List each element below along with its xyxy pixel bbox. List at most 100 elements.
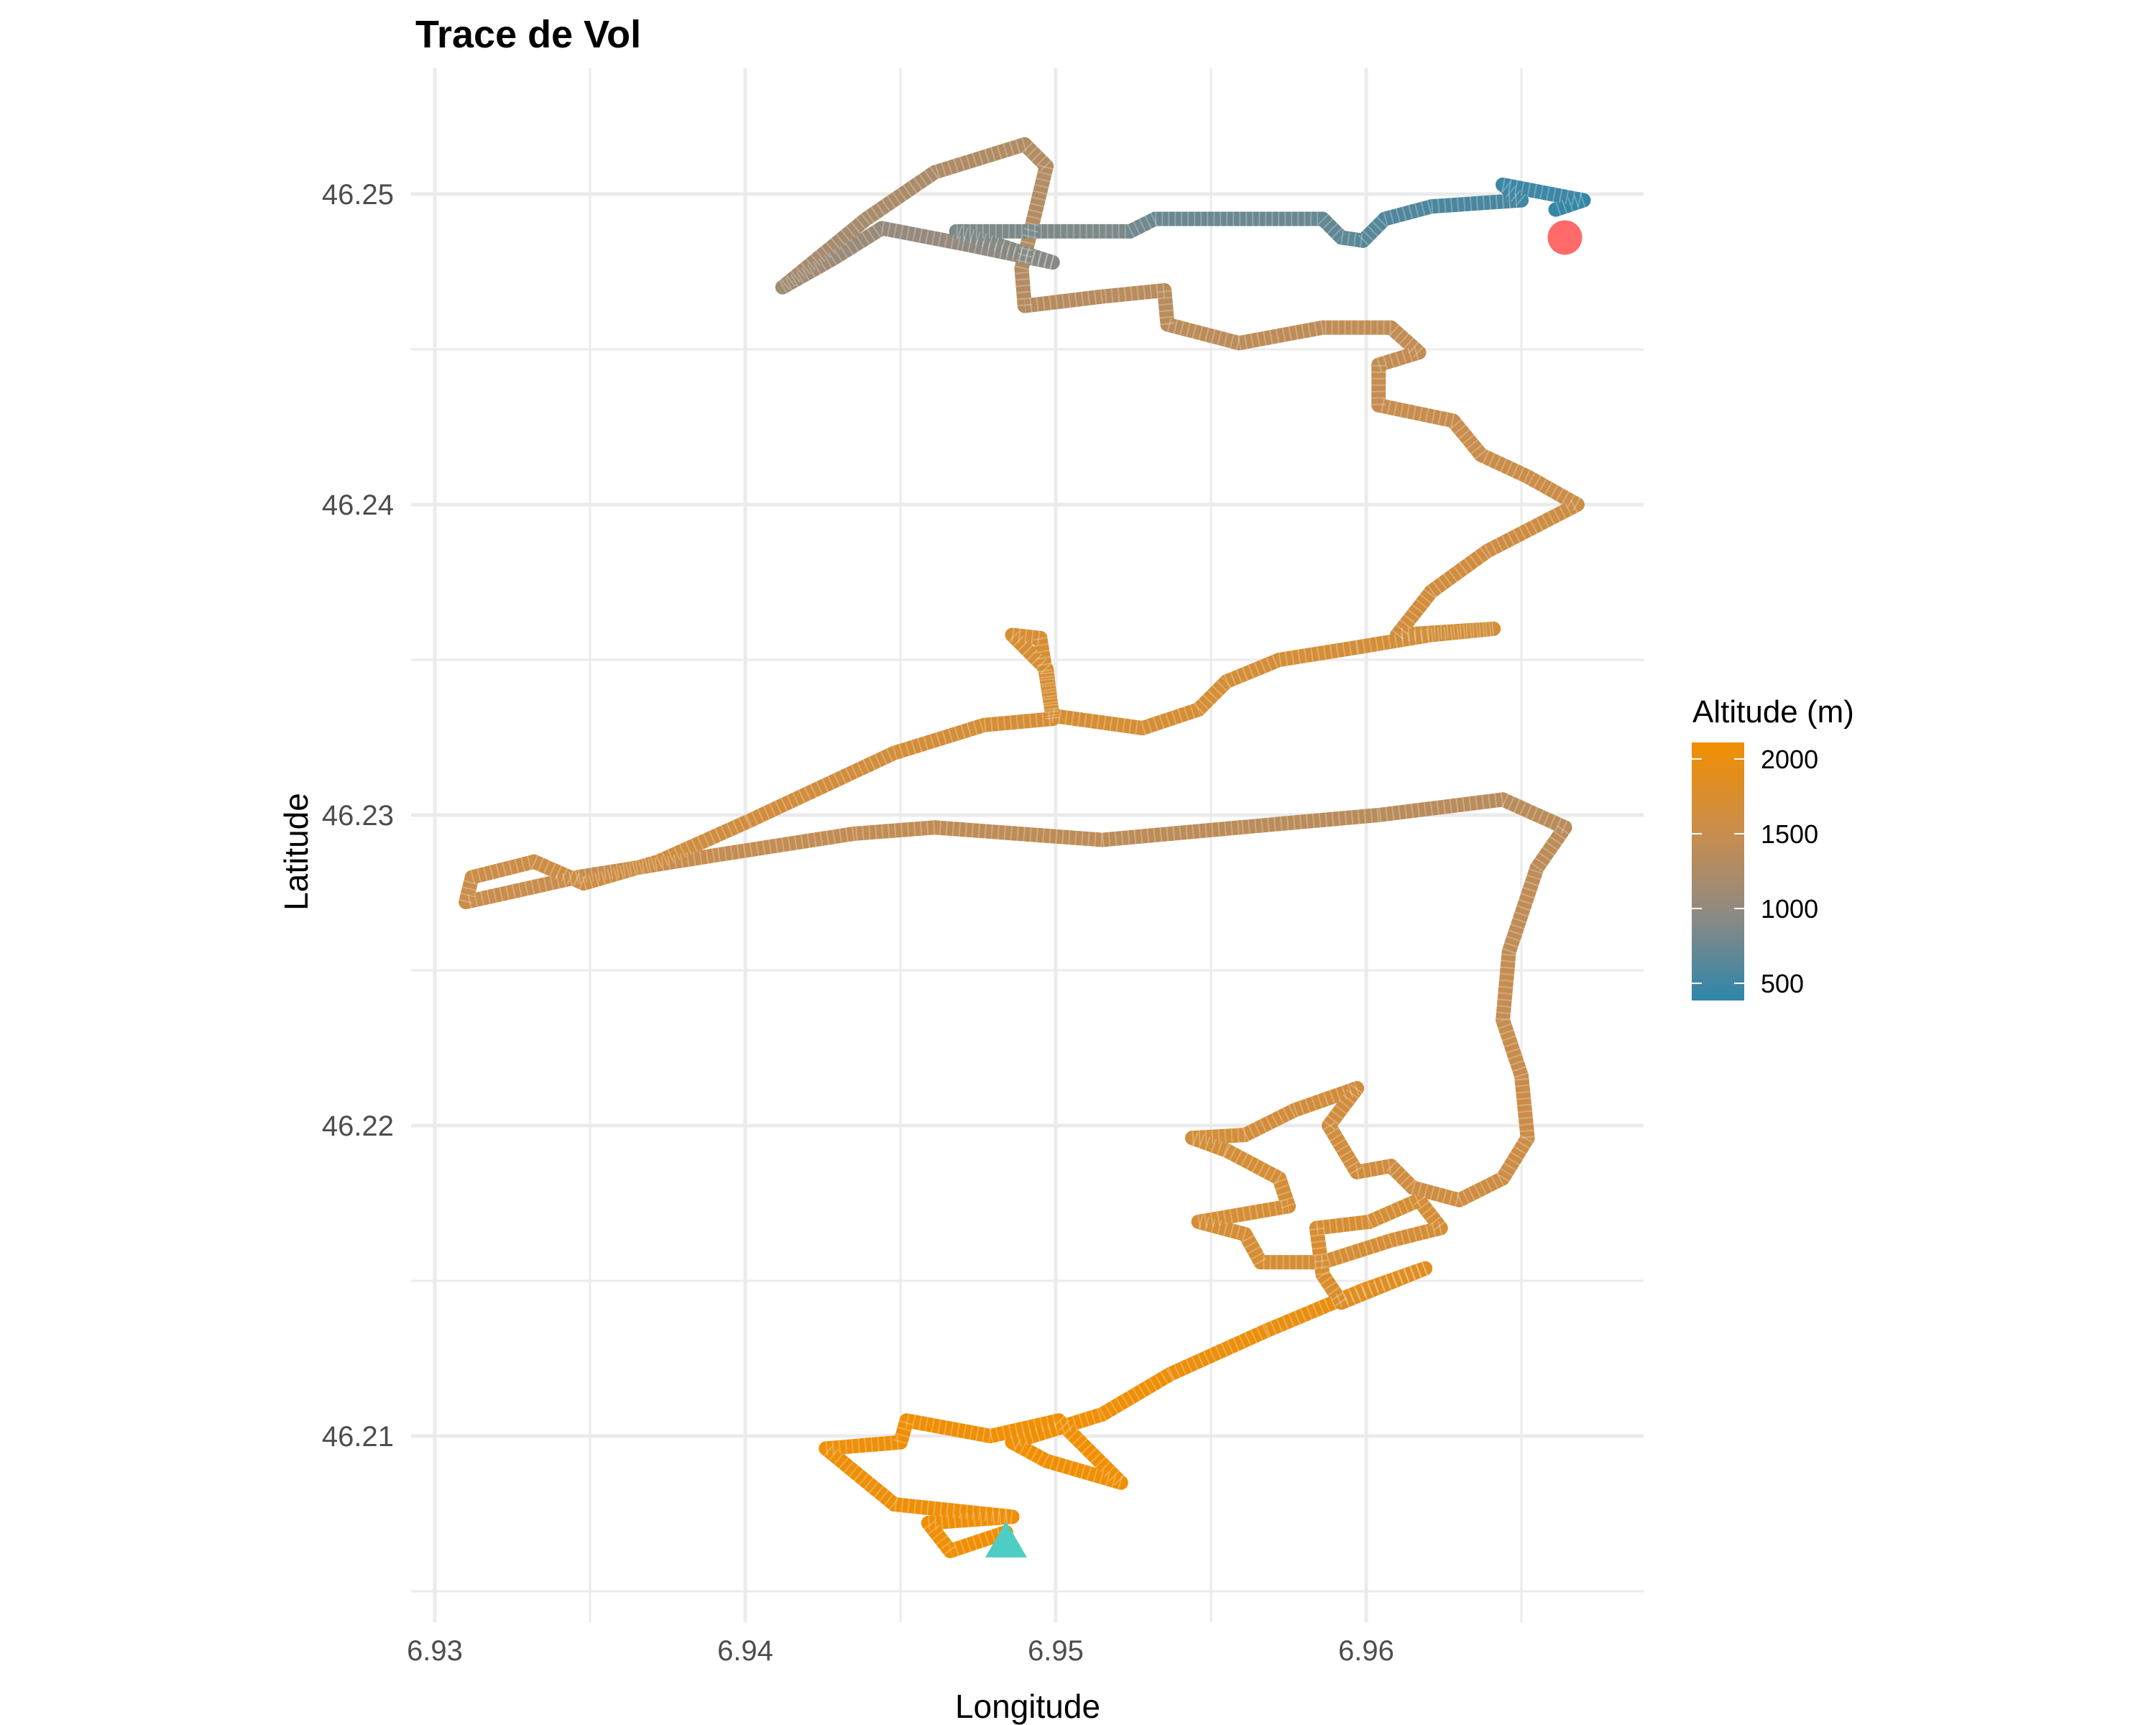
track-texture: [1101, 282, 1166, 304]
track-texture: [1514, 1075, 1535, 1139]
y-tick-label: 46.25: [322, 179, 394, 211]
y-axis-title: Latitude: [277, 793, 315, 911]
track-texture: [989, 1413, 1061, 1443]
track-segment: [1231, 320, 1330, 351]
track-segment: [1315, 1233, 1399, 1270]
track-texture: [1378, 792, 1504, 822]
track-texture: [1051, 708, 1144, 735]
track-texture: [893, 1497, 1013, 1524]
track-segment: [1322, 1118, 1365, 1179]
track-texture: [1010, 1407, 1105, 1450]
x-axis-title: Longitude: [955, 1688, 1100, 1725]
start-marker-triangle: [985, 1521, 1027, 1558]
track-texture: [1278, 640, 1358, 667]
track-texture: [1167, 1324, 1270, 1381]
track-segment: [1548, 193, 1591, 217]
track-segment: [927, 820, 1110, 847]
track-segment: [1362, 1192, 1427, 1229]
y-tick-label: 46.21: [322, 1421, 394, 1453]
track-texture: [1263, 1283, 1366, 1338]
track-texture: [853, 820, 936, 841]
track-segment: [1473, 447, 1535, 484]
track-segment: [1135, 702, 1206, 736]
track-texture: [1498, 179, 1526, 206]
track-segment: [1322, 1081, 1365, 1133]
legend-ticks: 500 1000 1500 2000: [1692, 745, 1818, 998]
track-texture: [928, 1509, 1013, 1530]
track-segment: [1405, 1180, 1467, 1208]
track-segment: [576, 854, 666, 891]
legend-tick-label: 1000: [1761, 894, 1818, 924]
track-texture: [1430, 621, 1495, 643]
track-segment: [887, 717, 992, 760]
track-segment: [1529, 820, 1572, 875]
legend: Altitude (m) 500 1000 1500 2000: [1692, 694, 1854, 1000]
track-texture: [1496, 1134, 1534, 1182]
x-tick-label: 6.95: [1028, 1635, 1084, 1667]
x-axis-ticks: 6.93 6.94 6.95 6.96: [407, 1635, 1394, 1667]
markers: [985, 220, 1583, 1558]
track-segment: [1480, 497, 1585, 558]
track-texture: [1376, 345, 1422, 372]
track-segment: [1496, 944, 1516, 1028]
y-axis-ticks: 46.21 46.22 46.23 46.24 46.25: [322, 179, 394, 1453]
x-tick-label: 6.94: [717, 1635, 773, 1667]
track-segment: [651, 814, 756, 869]
track-segment: [1095, 1366, 1178, 1422]
track-segment: [527, 854, 591, 891]
track-texture: [954, 224, 1055, 270]
track-segment: [1514, 1068, 1535, 1146]
track-segment: [1520, 469, 1585, 512]
y-tick-label: 46.22: [322, 1110, 394, 1142]
legend-tick-label: 1500: [1761, 819, 1818, 849]
track-segment: [899, 1413, 998, 1443]
track-texture: [1483, 498, 1581, 558]
legend-tick-label: 2000: [1761, 745, 1818, 774]
track-segment: [1185, 1127, 1253, 1146]
track-texture: [1322, 1121, 1363, 1176]
track-texture: [892, 718, 987, 760]
track-segment: [706, 826, 862, 863]
track-texture: [862, 166, 939, 225]
track-texture: [1366, 1193, 1422, 1229]
track-segment: [1377, 199, 1439, 226]
track-texture: [932, 137, 1027, 180]
track-texture: [1309, 1227, 1330, 1276]
y-tick-label: 46.23: [322, 800, 394, 832]
track-texture: [1447, 416, 1487, 460]
track-segment: [943, 1524, 1013, 1558]
legend-colorbar: [1692, 742, 1744, 1000]
legend-tick-label: 500: [1761, 969, 1804, 998]
track-segment: [1005, 1407, 1110, 1450]
track-texture: [1360, 1261, 1428, 1297]
track-segment: [847, 820, 942, 841]
track-segment: [1371, 792, 1511, 822]
track-segment: [741, 745, 902, 829]
track-segment: [983, 1413, 1067, 1443]
track-segment: [464, 854, 542, 885]
track-texture: [1193, 676, 1232, 715]
track-segment: [1191, 1199, 1296, 1229]
track-segment: [1424, 193, 1529, 214]
track-texture: [1292, 1081, 1360, 1117]
track-texture: [1323, 1084, 1363, 1131]
track-texture: [531, 855, 587, 891]
track-segment: [875, 221, 970, 252]
flight-track: [459, 137, 1591, 1558]
track-segment: [1231, 808, 1386, 835]
track-segment: [1095, 820, 1246, 847]
track-texture: [1242, 1103, 1299, 1141]
track-texture: [1501, 178, 1585, 208]
track-segment: [1383, 1220, 1448, 1248]
track-segment: [1452, 1171, 1511, 1208]
track-texture: [1197, 1199, 1290, 1229]
track-segment: [1501, 860, 1544, 960]
track-texture: [1033, 637, 1060, 717]
track-texture: [961, 236, 1054, 270]
track-segment: [1272, 640, 1365, 667]
track-segment: [1017, 289, 1110, 313]
track-segment: [1045, 708, 1150, 736]
track-segment: [1445, 413, 1488, 462]
track-segment: [1309, 1214, 1377, 1236]
